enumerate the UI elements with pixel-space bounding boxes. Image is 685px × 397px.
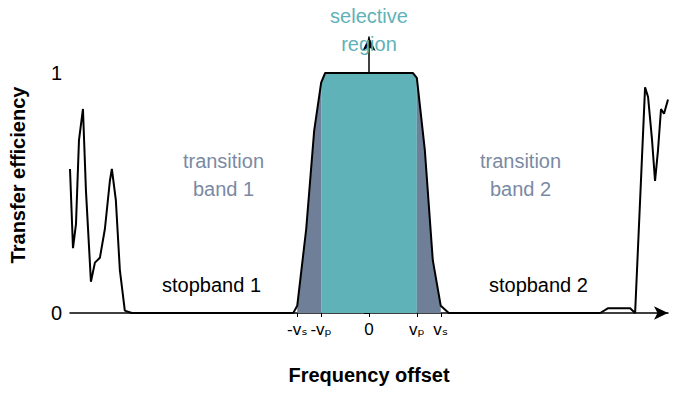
svg-text:selective: selective [330, 5, 408, 27]
svg-text:stopband 1: stopband 1 [162, 274, 261, 296]
svg-text:-vₚ: -vₚ [310, 320, 331, 339]
svg-text:transition: transition [183, 150, 264, 172]
svg-text:Frequency offset: Frequency offset [288, 364, 449, 386]
svg-text:stopband 2: stopband 2 [489, 274, 588, 296]
svg-text:vₚ: vₚ [409, 320, 425, 339]
svg-text:0: 0 [364, 320, 373, 339]
svg-text:band 1: band 1 [193, 178, 254, 200]
svg-text:vₛ: vₛ [433, 320, 448, 339]
svg-text:transition: transition [480, 150, 561, 172]
svg-text:band 2: band 2 [490, 178, 551, 200]
svg-text:1: 1 [51, 62, 62, 84]
svg-text:region: region [341, 33, 397, 55]
svg-text:Transfer efficiency: Transfer efficiency [7, 86, 29, 264]
svg-text:0: 0 [51, 302, 62, 324]
svg-text:-vₛ: -vₛ [287, 320, 308, 339]
